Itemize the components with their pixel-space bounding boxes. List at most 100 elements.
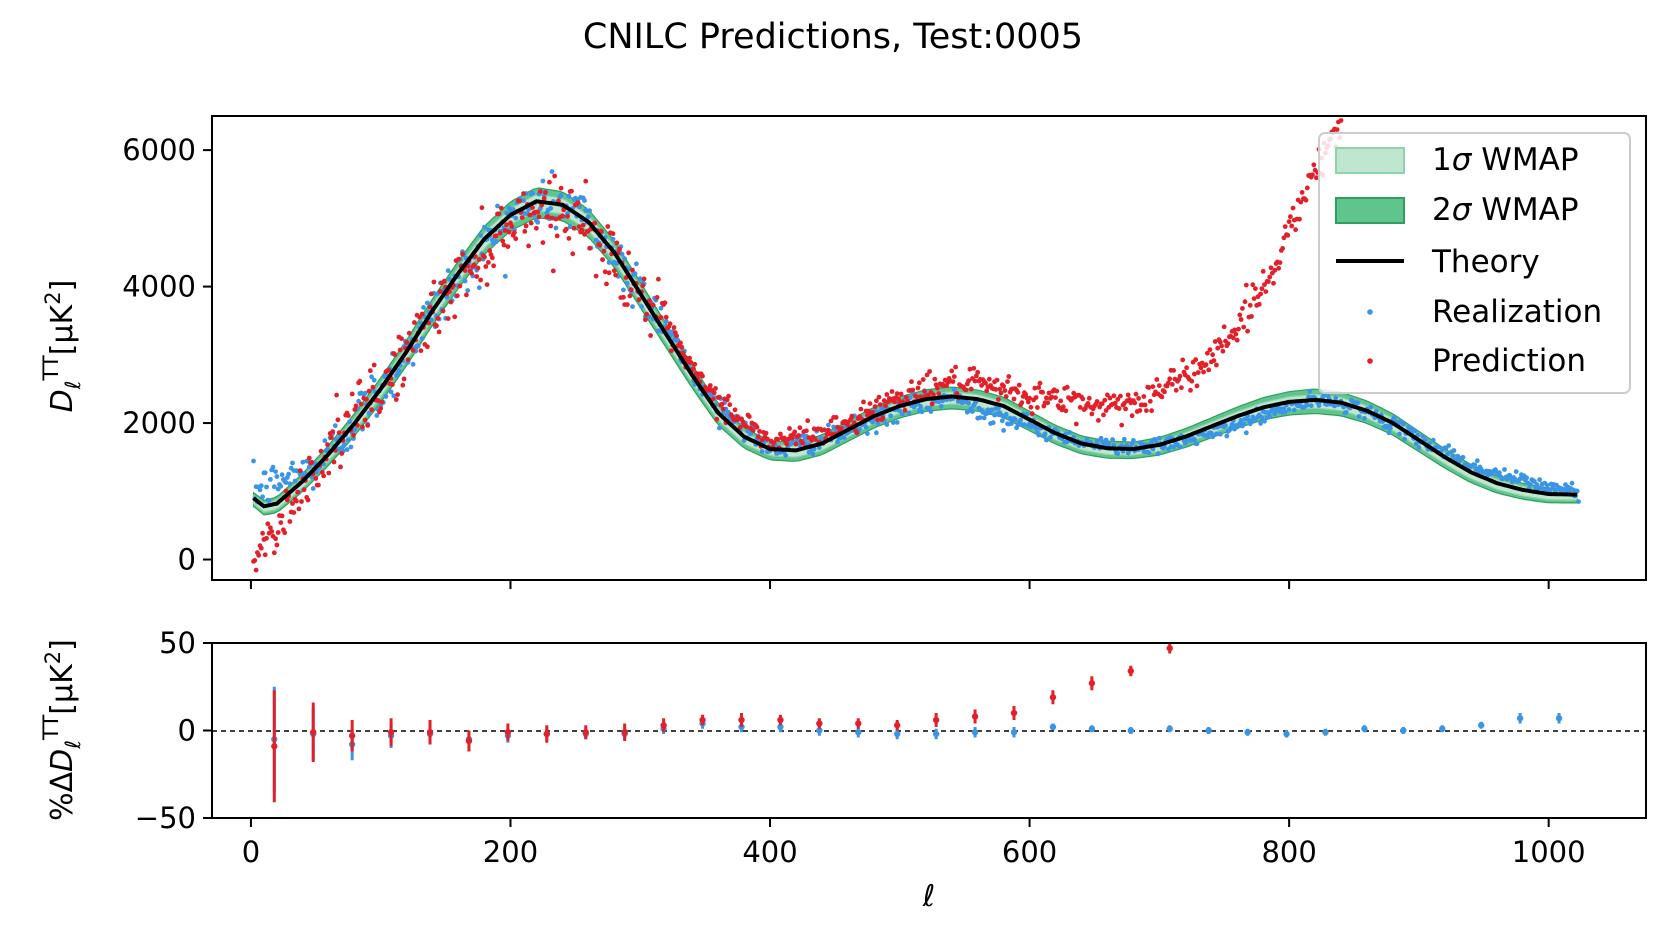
prediction-residual-point	[738, 716, 745, 724]
prediction-point	[1045, 400, 1051, 406]
prediction-point	[448, 299, 454, 305]
prediction-point	[1060, 404, 1066, 410]
realization-point	[1387, 425, 1393, 431]
realization-point	[567, 224, 573, 230]
prediction-residual-point	[621, 729, 628, 736]
prediction-point	[765, 436, 770, 442]
realization-point	[1485, 472, 1491, 478]
realization-point	[278, 483, 284, 489]
legend: 1σ WMAP 2σ WMAP Theory Realization Predi…	[1318, 132, 1631, 394]
prediction-point	[1236, 326, 1241, 332]
prediction-point	[319, 469, 325, 475]
prediction-point	[575, 200, 581, 206]
prediction-point	[436, 329, 442, 335]
realization-point	[1067, 430, 1073, 435]
prediction-point	[876, 394, 882, 400]
prediction-point	[274, 542, 280, 548]
prediction-point	[316, 482, 321, 488]
realization-point	[1543, 486, 1549, 492]
prediction-residual-point	[1088, 680, 1096, 687]
prediction-point	[968, 386, 974, 392]
prediction-point	[1166, 380, 1171, 386]
prediction-point	[1188, 387, 1193, 393]
prediction-point	[1217, 339, 1223, 345]
prediction-residual-point	[816, 720, 823, 727]
prediction-point	[369, 407, 374, 413]
realization-point	[835, 439, 840, 445]
realization-point	[874, 430, 879, 436]
realization-point	[462, 278, 468, 284]
prediction-point	[881, 398, 887, 404]
prediction-point	[390, 382, 395, 387]
prediction-point	[399, 336, 404, 341]
realization-point	[989, 407, 995, 413]
prediction-point	[889, 389, 895, 394]
prediction-point	[667, 321, 673, 327]
prediction-residual-point	[699, 716, 706, 724]
prediction-point	[915, 385, 921, 391]
realization-point	[369, 374, 374, 380]
realization-point	[1308, 403, 1314, 409]
prediction-point	[865, 413, 870, 418]
prediction-point	[299, 499, 304, 504]
realization-point	[383, 394, 389, 399]
prediction-point	[1141, 394, 1147, 399]
prediction-point	[604, 281, 609, 287]
prediction-point	[335, 417, 341, 423]
prediction-point	[482, 254, 487, 260]
realization-point	[619, 251, 625, 257]
prediction-point	[953, 364, 958, 370]
realization-residual-point	[1555, 715, 1563, 722]
prediction-point	[1006, 374, 1012, 379]
prediction-point	[732, 407, 738, 413]
realization-point	[940, 398, 945, 404]
prediction-point	[1156, 383, 1162, 388]
prediction-point	[530, 205, 535, 211]
prediction-point	[253, 567, 259, 573]
realization-point	[606, 260, 612, 265]
prediction-point	[412, 320, 417, 325]
prediction-point	[1094, 399, 1100, 404]
prediction-point	[1040, 389, 1045, 395]
realization-point	[999, 418, 1005, 424]
prediction-point	[813, 436, 818, 442]
prediction-point	[1150, 384, 1156, 389]
realization-point	[810, 451, 816, 457]
prediction-point	[1230, 335, 1236, 341]
prediction-point	[297, 468, 303, 474]
prediction-point	[1263, 289, 1269, 294]
prediction-point	[1262, 282, 1267, 287]
prediction-point	[499, 205, 504, 211]
realization-point	[1146, 450, 1152, 456]
prediction-point	[630, 267, 635, 273]
realization-point	[286, 471, 291, 477]
prediction-point	[500, 238, 506, 244]
realization-point	[1460, 454, 1466, 460]
realization-point	[1259, 415, 1265, 420]
realization-point	[1493, 467, 1498, 473]
prediction-point	[469, 270, 474, 276]
prediction-point	[284, 497, 290, 503]
prediction-point	[549, 215, 555, 221]
realization-point	[1408, 425, 1414, 431]
realization-point	[270, 464, 276, 470]
prediction-residual-point	[348, 732, 356, 739]
realization-point	[783, 453, 788, 458]
prediction-point	[400, 382, 406, 388]
realization-residual-point	[1477, 722, 1485, 729]
prediction-point	[417, 314, 422, 320]
prediction-residual-point	[543, 730, 551, 738]
realization-residual-point	[932, 730, 940, 738]
prediction-point	[435, 315, 441, 321]
realization-point	[1177, 444, 1183, 450]
realization-residual-point	[777, 723, 784, 731]
prediction-point	[483, 264, 489, 269]
prediction-point	[650, 302, 656, 308]
realization-residual-point	[855, 729, 862, 736]
prediction-point	[1086, 395, 1092, 401]
realization-point	[1229, 422, 1235, 427]
prediction-point	[1232, 327, 1237, 333]
realization-point	[1012, 417, 1018, 422]
prediction-point	[353, 403, 359, 409]
realization-point	[1324, 402, 1330, 407]
